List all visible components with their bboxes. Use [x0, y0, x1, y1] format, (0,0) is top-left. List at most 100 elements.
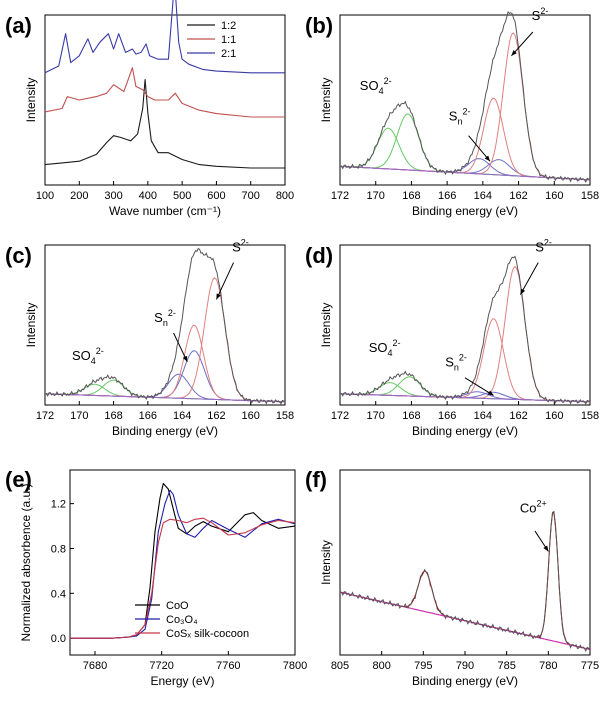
series-line-Co₃O₄: [70, 489, 296, 639]
panel-a: 100 200 300 400 500 600 700 800 Wave number (cm⁻…: [24, 0, 294, 218]
panel-label: (d): [305, 243, 333, 268]
x-tick-label: 164: [474, 410, 492, 422]
fit-baseline: [339, 393, 591, 403]
x-axis-label: Binding energy (eV): [412, 424, 518, 438]
annotation-arrowhead: [484, 155, 490, 162]
x-tick-label: 168: [402, 190, 420, 202]
peak-annotation: Sn2-: [449, 106, 471, 126]
x-tick-label: 160: [242, 410, 260, 422]
fit-peak: [45, 277, 285, 403]
y-axis-label: Intensity: [319, 78, 333, 123]
y-tick-label: 0.8: [51, 543, 66, 555]
y-tick-label: 0.4: [51, 588, 66, 600]
x-tick-label: 172: [331, 410, 349, 422]
x-tick-label: 172: [331, 190, 349, 202]
panel-label: (e): [5, 467, 32, 492]
x-tick-label: 780: [539, 660, 557, 672]
x-tick-label: 795: [414, 660, 432, 672]
series-line-2:1: [44, 0, 285, 74]
annotation-sup: 2-: [241, 237, 249, 247]
y-axis-label: Normalized absorbence (a.u.): [19, 483, 33, 641]
annotation-sup: 2-: [544, 237, 552, 247]
plot-frame: [339, 14, 591, 186]
x-tick-label: 160: [545, 410, 563, 422]
peak-annotation: S2-: [535, 237, 552, 254]
legend-entry: CoSₓ silk-cocoon: [166, 628, 249, 640]
x-tick-label: 300: [104, 190, 122, 202]
x-axis-label: Wave number (cm⁻¹): [109, 204, 221, 218]
annotation-sup: 2-: [393, 338, 401, 348]
x-tick-label: 500: [173, 190, 191, 202]
x-tick-label: 7720: [149, 660, 173, 672]
plot-frame: [44, 14, 286, 186]
series-line-1:2: [44, 79, 285, 169]
annotation-base: S: [154, 310, 163, 325]
fit-peak: [339, 511, 591, 650]
annotation-arrow: [519, 262, 539, 295]
x-tick-label: 166: [438, 190, 456, 202]
peak-annotation: S2-: [532, 6, 549, 23]
y-tick-label: 1.2: [51, 499, 66, 511]
legend-entry: 1:2: [221, 20, 236, 32]
legend-entry: Co₃O₄: [166, 614, 198, 626]
peak-annotation: Sn2-: [445, 353, 467, 373]
annotation-base: S: [232, 239, 241, 254]
x-tick-label: 100: [36, 190, 54, 202]
annotation-arrow: [215, 262, 235, 300]
legend-entry: 1:1: [221, 34, 236, 46]
annotation-sup: 2+: [537, 499, 547, 509]
measured-spectrum: [45, 247, 286, 405]
annotation-base: S: [445, 355, 454, 370]
measured-spectrum: [340, 255, 591, 405]
x-tick-label: 158: [581, 190, 599, 202]
peak-annotation: SO42-: [369, 338, 401, 358]
series-line-CoSₓ silk-cocoon: [70, 517, 296, 639]
y-axis-label: Intensity: [319, 303, 333, 348]
x-tick-label: 200: [70, 190, 88, 202]
x-tick-label: 166: [139, 410, 157, 422]
annotation-sub: 4: [379, 86, 384, 96]
measured-spectrum: [339, 510, 591, 653]
panel-label: (c): [5, 243, 32, 268]
x-tick-label: 170: [367, 410, 385, 422]
peak-annotation: SO42-: [360, 76, 392, 96]
annotation-sub: n: [457, 116, 462, 126]
fit-baseline: [44, 393, 286, 403]
annotation-base: SO: [72, 348, 91, 363]
x-tick-label: 172: [36, 410, 54, 422]
x-tick-label: 170: [70, 410, 88, 422]
plot-frame: [339, 469, 591, 656]
annotation-sub: 4: [91, 356, 96, 366]
panel-label: (b): [305, 13, 333, 38]
x-axis-label: Binding energy (eV): [412, 674, 518, 688]
annotation-arrowhead: [520, 288, 526, 295]
annotation-arrowhead: [543, 545, 549, 552]
annotation-sup: 2-: [462, 106, 470, 116]
x-axis-label: Energy (eV): [150, 674, 214, 688]
fit-peak: [339, 570, 591, 650]
fit-peak: [340, 265, 590, 403]
x-tick-label: 170: [367, 190, 385, 202]
x-tick-label: 800: [372, 660, 390, 672]
x-tick-label: 160: [545, 190, 563, 202]
x-tick-label: 790: [456, 660, 474, 672]
x-tick-label: 7680: [83, 660, 107, 672]
x-tick-label: 700: [242, 190, 260, 202]
x-tick-label: 162: [207, 410, 225, 422]
annotation-base: SO: [369, 340, 388, 355]
x-tick-label: 158: [276, 410, 294, 422]
annotation-sup: 2-: [459, 353, 467, 363]
x-tick-label: 600: [207, 190, 225, 202]
series-line-1:1: [44, 67, 285, 118]
peak-annotation: S2-: [232, 237, 249, 254]
annotation-sup: 2-: [384, 76, 392, 86]
x-tick-label: 805: [331, 660, 349, 672]
legend-entry: 2:1: [221, 48, 236, 60]
annotation-sup: 2-: [540, 6, 548, 16]
annotation-base: S: [532, 8, 541, 23]
annotation-base: S: [449, 108, 458, 123]
x-tick-label: 166: [438, 410, 456, 422]
annotation-sub: n: [454, 363, 459, 373]
annotation-arrowhead: [182, 355, 188, 362]
